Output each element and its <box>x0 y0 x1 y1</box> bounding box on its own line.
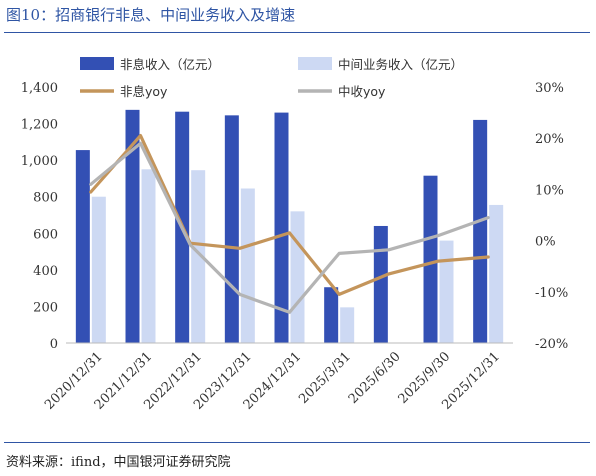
legend-label: 中间业务收入（亿元） <box>338 57 463 72</box>
y-left-tick-label: 1,400 <box>21 81 58 96</box>
source-note: 资料来源：ifind，中国银河证券研究院 <box>6 455 231 470</box>
y-right-tick-label: 0% <box>535 235 556 250</box>
mid-bar <box>240 188 255 343</box>
mid-bar <box>489 204 504 343</box>
mid-yoy-line <box>89 141 490 314</box>
y-left-tick-label: 800 <box>33 191 58 206</box>
nonint-bar <box>324 287 339 343</box>
mid-bar <box>141 169 156 343</box>
legend-swatch-nonint <box>80 57 114 70</box>
y-left-tick-label: 600 <box>33 227 58 242</box>
y-left-tick-label: 400 <box>33 264 58 279</box>
legend-label: 中收yoy <box>338 84 386 99</box>
y-left-tick-label: 1,200 <box>21 118 58 133</box>
legend-label: 非息收入（亿元） <box>120 57 220 72</box>
nonint-yoy-line <box>89 134 490 296</box>
nonint-bar <box>423 175 438 343</box>
y-left-tick-label: 0 <box>50 337 58 352</box>
x-tick-label: 2025/3/31 <box>296 349 354 407</box>
y-left-tick-label: 200 <box>33 300 58 315</box>
mid-bar <box>340 307 355 343</box>
chart-title: 图10：招商银行非息、中间业务收入及增速 <box>6 6 296 24</box>
mid-bar <box>439 240 454 343</box>
y-right-tick-label: -20% <box>535 337 568 352</box>
mid-bar <box>290 211 305 343</box>
nonint-bar <box>373 225 388 343</box>
nonint-bar <box>224 115 239 343</box>
y-right-tick-label: 30% <box>535 81 564 96</box>
y-right-tick-label: -10% <box>535 286 568 301</box>
nonint-bar <box>75 150 90 343</box>
title-divider <box>4 32 590 33</box>
mid-bar <box>91 196 106 343</box>
x-tick-label: 2025/6/30 <box>346 349 404 407</box>
y-right-tick-label: 10% <box>535 183 564 198</box>
nonint-bar <box>125 109 140 343</box>
nonint-bar <box>473 119 488 344</box>
source-divider <box>4 442 590 443</box>
y-left-tick-label: 1,000 <box>21 154 58 169</box>
y-right-tick-label: 20% <box>535 132 564 147</box>
mid-bar <box>191 170 206 343</box>
nonint-bar <box>274 112 289 343</box>
legend-label: 非息yoy <box>120 84 168 99</box>
legend-swatch-mid <box>298 57 332 70</box>
